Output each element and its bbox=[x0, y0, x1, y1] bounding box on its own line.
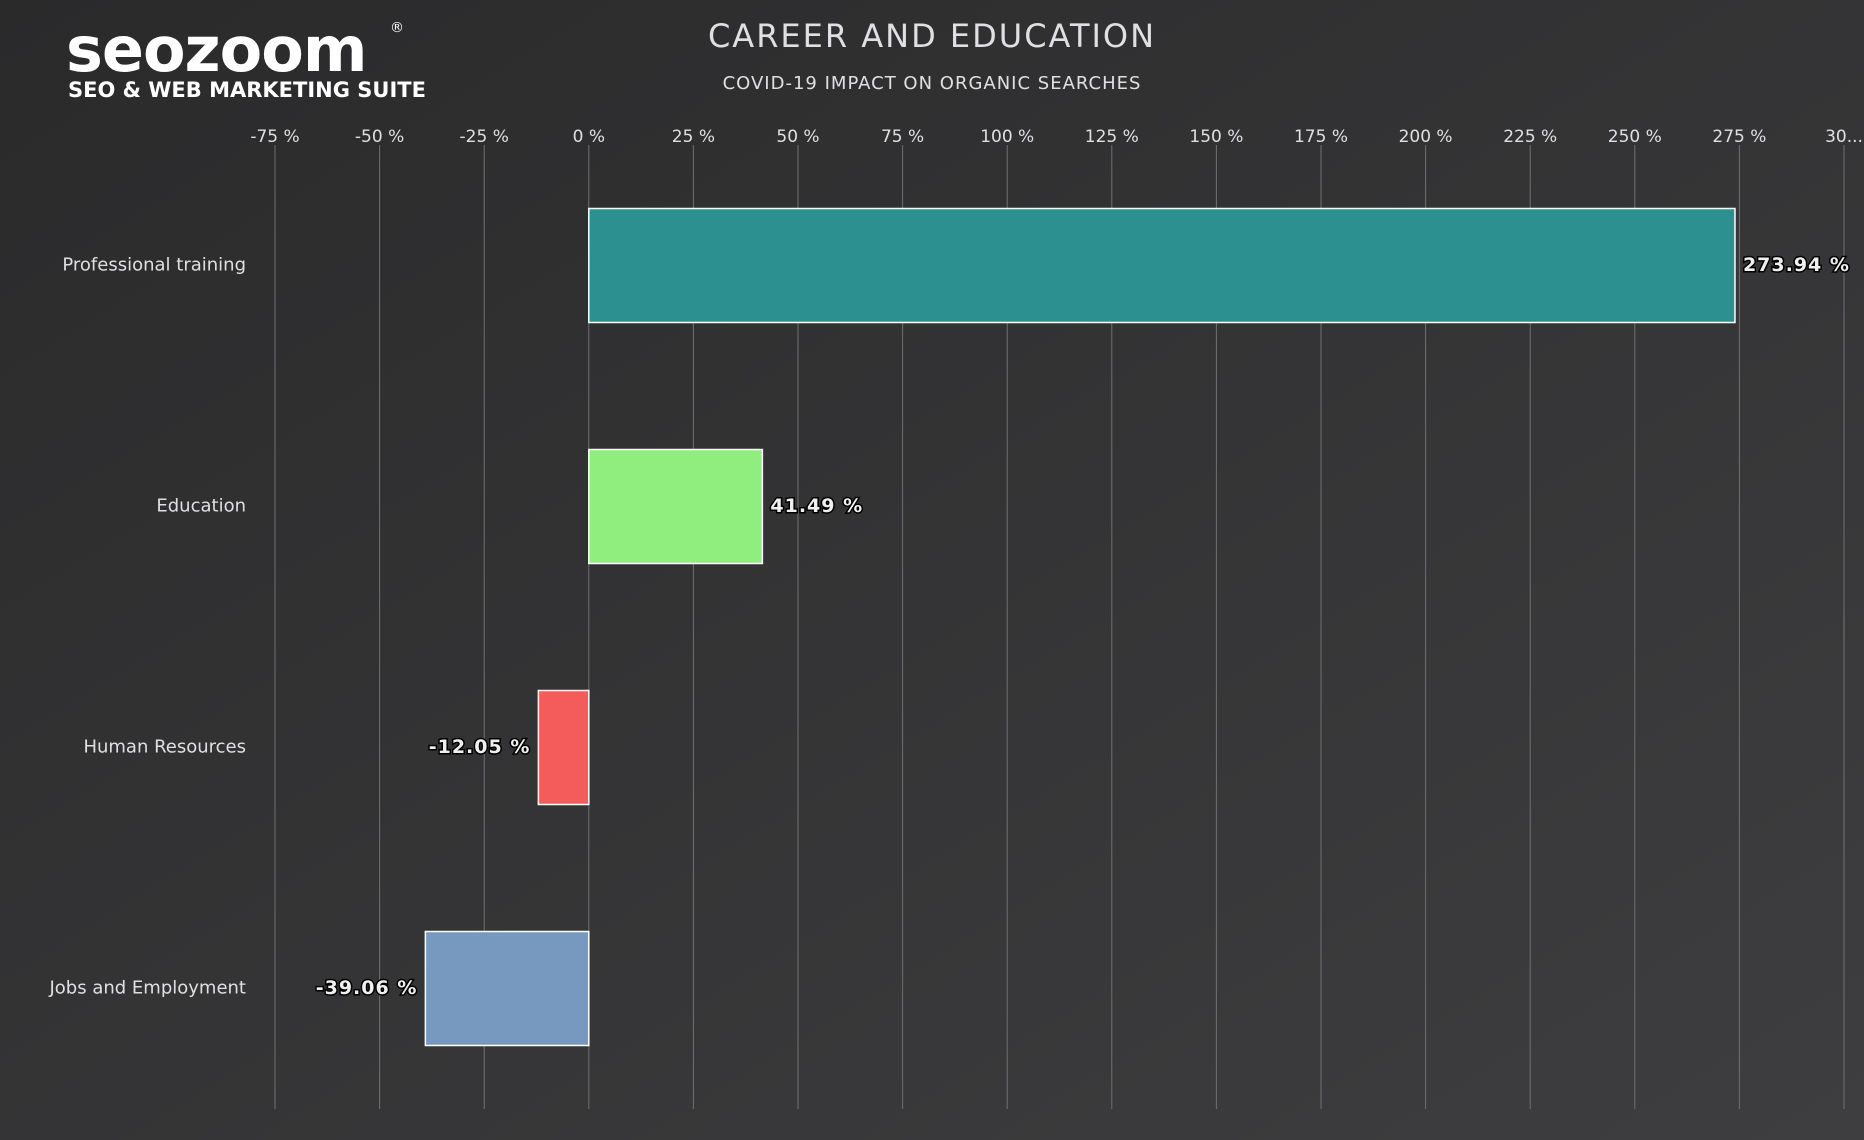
value-label: 41.49 % bbox=[770, 495, 863, 517]
x-tick-label: 125 % bbox=[1085, 127, 1139, 147]
x-tick-label: -25 % bbox=[460, 127, 509, 147]
x-tick-label: -75 % bbox=[250, 127, 299, 147]
x-tick-label: 250 % bbox=[1608, 127, 1662, 147]
bar bbox=[424, 930, 590, 1047]
value-label: 273.94 % bbox=[1743, 254, 1850, 276]
x-tick-label: 175 % bbox=[1294, 127, 1348, 147]
x-tick-label: 225 % bbox=[1503, 127, 1557, 147]
x-tick-label: -50 % bbox=[355, 127, 404, 147]
value-label: -12.05 % bbox=[429, 736, 531, 758]
value-label: -39.06 % bbox=[316, 977, 418, 999]
x-tick-label: 0 % bbox=[573, 127, 605, 147]
x-tick-label: 200 % bbox=[1399, 127, 1453, 147]
y-tick-label: Professional training bbox=[62, 255, 246, 276]
logo-mark: ® bbox=[390, 20, 404, 36]
x-tick-label: 150 % bbox=[1189, 127, 1243, 147]
bar bbox=[588, 207, 1736, 324]
x-tick-label: 100 % bbox=[980, 127, 1034, 147]
bar bbox=[537, 689, 590, 806]
x-tick-label: 30... bbox=[1825, 127, 1863, 147]
chart-subtitle: COVID-19 IMPACT ON ORGANIC SEARCHES bbox=[723, 73, 1142, 94]
chart-title: CAREER AND EDUCATION bbox=[708, 17, 1156, 55]
x-tick-label: 50 % bbox=[776, 127, 819, 147]
x-tick-label: 75 % bbox=[881, 127, 924, 147]
logo-tagline: SEO & WEB MARKETING SUITE bbox=[68, 78, 426, 102]
bar bbox=[588, 448, 764, 565]
logo-name: seozoom bbox=[66, 13, 366, 86]
y-tick-label: Jobs and Employment bbox=[48, 978, 246, 999]
y-tick-label: Human Resources bbox=[83, 737, 246, 758]
x-tick-label: 275 % bbox=[1712, 127, 1766, 147]
y-tick-label: Education bbox=[156, 496, 246, 517]
x-tick-label: 25 % bbox=[672, 127, 715, 147]
